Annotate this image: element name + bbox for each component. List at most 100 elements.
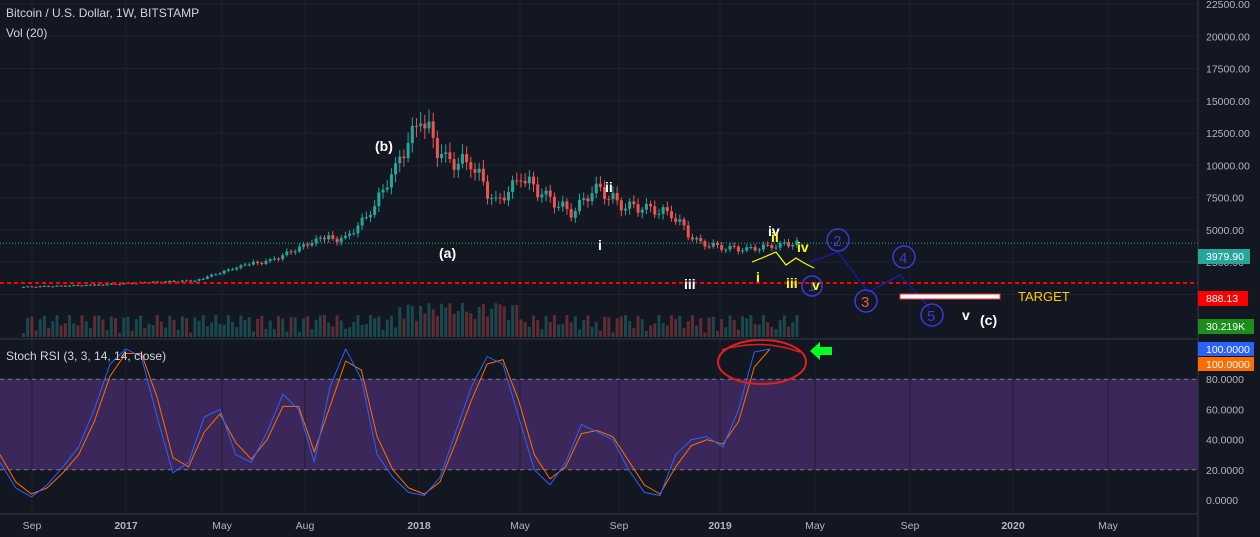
projection-point-1[interactable]: 1 (801, 275, 823, 297)
volume-bar (113, 318, 117, 337)
candle-body (770, 245, 774, 248)
candle-body (360, 217, 364, 226)
wave-label-i: i (598, 237, 602, 253)
stoch-rsi-legend[interactable]: Stoch RSI (3, 3, 14, 14, close) (6, 349, 167, 363)
projection-circle-2 (826, 228, 850, 252)
target-price-tag-text: 888.13 (1206, 293, 1238, 305)
candle-body (791, 244, 795, 247)
candle-body (452, 159, 456, 170)
candle-body (749, 247, 753, 249)
volume-bar (314, 320, 318, 337)
volume-bar (703, 332, 707, 337)
volume-bar (607, 317, 611, 337)
candle-body (318, 237, 322, 239)
projection-point-5[interactable]: 5 (920, 303, 944, 327)
volume-bar (180, 316, 184, 337)
volume-bar (72, 323, 76, 337)
candle-body (502, 197, 506, 201)
time-axis[interactable]: Sep 2017 May Aug 2018 May Sep 2019 May Sep 2020 May (23, 520, 1119, 532)
volume-bar (782, 315, 786, 337)
volume-bar (548, 322, 552, 337)
target-label: TARGET (1018, 289, 1070, 304)
volume-bar (105, 330, 109, 337)
volume-legend[interactable]: Vol (20) (6, 26, 48, 40)
candle-body (477, 168, 481, 173)
wave-label-v: v (962, 307, 970, 323)
volume-bar (97, 315, 101, 337)
candle-body (368, 214, 372, 218)
time-tick-label: 2017 (114, 520, 138, 532)
candle-body (394, 163, 398, 175)
candle-body (122, 283, 126, 285)
symbol-title[interactable]: Bitcoin / U.S. Dollar, 1W, BITSTAMP (6, 6, 200, 20)
candle-body (281, 255, 285, 260)
candle-body (511, 180, 515, 193)
volume-bar (749, 315, 753, 337)
candle-body (782, 242, 786, 244)
candle-body (665, 207, 669, 212)
candle-body (494, 197, 498, 199)
volume-bar (544, 316, 548, 337)
wave-projection-path[interactable] (809, 251, 931, 309)
candle-body (469, 162, 473, 170)
volume-bar (277, 316, 281, 337)
candle-body (55, 285, 59, 287)
volume-bar (594, 321, 598, 337)
volume-bar (456, 310, 460, 337)
candle-body (456, 163, 460, 170)
volume-bar (323, 315, 326, 337)
yellow-subwave-path[interactable] (751, 251, 815, 269)
volume-bar (310, 329, 314, 337)
volume-bar (109, 316, 113, 337)
volume-bar (360, 324, 364, 337)
volume-bar (502, 306, 506, 337)
candle-body (97, 284, 101, 286)
osc-tick-label: 40.0000 (1206, 435, 1244, 447)
projection-point-4[interactable]: 4 (892, 245, 916, 269)
volume-bar (431, 309, 435, 337)
candle-body (578, 199, 582, 212)
volume-bar (247, 317, 251, 337)
volume-bar (297, 331, 301, 337)
volume-bar (373, 318, 377, 337)
volume-bar (47, 327, 51, 337)
volume-bar (632, 328, 636, 337)
hand-drawn-circle[interactable] (717, 339, 807, 385)
candle-body (251, 261, 255, 265)
projection-point-3[interactable]: 3 (854, 289, 878, 313)
candle-body (113, 283, 117, 285)
candle-body (306, 244, 310, 246)
time-tick-label: 2018 (407, 520, 431, 532)
projection-point-2[interactable]: 2 (826, 228, 850, 252)
volume-bar (473, 319, 477, 337)
stoch-k-line (0, 347, 771, 498)
volume-bar (51, 321, 55, 337)
volume-bar (381, 330, 385, 337)
candle-body (653, 206, 657, 215)
candle-body (243, 264, 247, 266)
price-tick-label: 22500.00 (1206, 0, 1250, 11)
candle-body (682, 219, 686, 226)
candle-body (678, 219, 682, 222)
volume-bar (440, 303, 444, 337)
volume-bar (761, 315, 765, 337)
candle-body (506, 192, 510, 201)
volume-bar (88, 327, 92, 337)
candle-body (557, 206, 561, 208)
candle-body (603, 187, 607, 200)
target-box[interactable] (899, 293, 1001, 300)
volume-bar (201, 315, 205, 337)
volume-bar (448, 303, 452, 337)
candle-body (180, 280, 184, 282)
candle-body (561, 201, 565, 207)
volume-bar (715, 330, 719, 337)
candle-body (619, 200, 623, 211)
volume-bar (565, 315, 569, 337)
candle-body (239, 265, 243, 268)
candle-body (109, 283, 113, 285)
d-value-tag-text: 100.0000 (1206, 359, 1250, 371)
volume-bar (235, 327, 239, 337)
volume-bar (661, 323, 665, 337)
candle-body (93, 284, 97, 286)
